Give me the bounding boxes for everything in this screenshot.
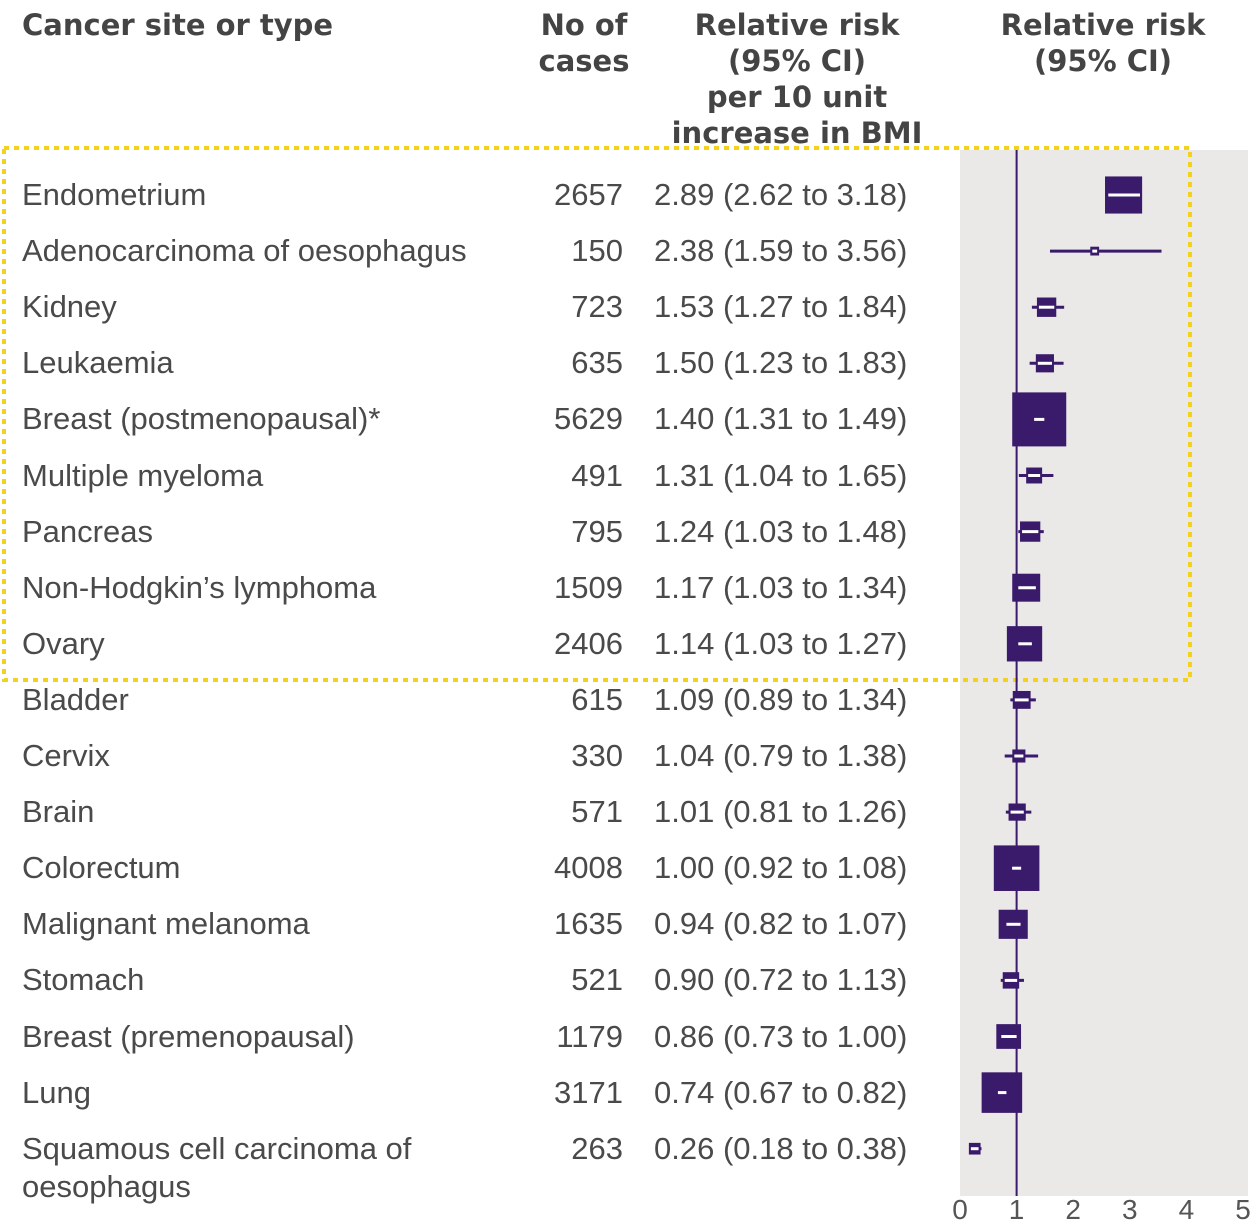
cases-label: 723	[571, 289, 623, 325]
value-label: 1.50 (1.23 to 1.83)	[654, 345, 908, 381]
value-label: 1.53 (1.27 to 1.84)	[654, 289, 908, 325]
category-label: Kidney	[22, 289, 117, 325]
cases-label: 615	[571, 681, 623, 717]
value-label: 1.24 (1.03 to 1.48)	[654, 513, 908, 549]
category-label: Multiple myeloma	[22, 457, 264, 493]
cases-label: 150	[571, 233, 623, 269]
value-label: 1.31 (1.04 to 1.65)	[654, 457, 908, 493]
cases-label: 491	[571, 457, 623, 493]
cases-label: 5629	[554, 401, 623, 437]
value-label: 2.38 (1.59 to 3.56)	[654, 233, 908, 269]
cases-label: 635	[571, 345, 623, 381]
cases-label: 795	[571, 513, 623, 549]
category-label: Pancreas	[22, 513, 153, 549]
category-label: Non-Hodgkin’s lymphoma	[22, 569, 377, 605]
category-label: Stomach	[22, 962, 145, 998]
column-header: No of	[540, 8, 628, 42]
value-label: 1.01 (0.81 to 1.26)	[654, 794, 908, 830]
x-tick-label: 1	[1008, 1194, 1025, 1225]
x-tick-label: 3	[1122, 1194, 1138, 1225]
cases-label: 4008	[554, 850, 623, 886]
value-label: 0.94 (0.82 to 1.07)	[654, 906, 908, 942]
value-label: 1.04 (0.79 to 1.38)	[654, 738, 908, 773]
category-label: Breast (premenopausal)	[22, 1018, 355, 1054]
column-header: (95% CI)	[727, 44, 867, 78]
cases-label: 2406	[554, 625, 623, 661]
cases-label: 521	[571, 962, 623, 998]
category-label: Cervix	[22, 738, 110, 773]
x-tick-label: 0	[952, 1194, 968, 1225]
plot-background	[960, 150, 1248, 1196]
cases-label: 571	[571, 794, 623, 830]
value-label: 1.09 (0.89 to 1.34)	[654, 681, 908, 717]
cases-label: 1635	[554, 906, 623, 942]
highlight-box	[2, 146, 1192, 682]
column-header: per 10 unit	[706, 80, 888, 114]
category-label: Squamous cell carcinoma of oesophagus	[22, 1130, 412, 1204]
x-tick-label: 5	[1235, 1194, 1251, 1225]
category-label: Colorectum	[22, 850, 181, 886]
cases-label: 330	[571, 738, 623, 773]
cases-label: 263	[571, 1130, 623, 1166]
category-label: Endometrium	[22, 177, 207, 212]
x-tick-label: 4	[1178, 1194, 1195, 1225]
value-label: 0.90 (0.72 to 1.13)	[654, 962, 908, 998]
cases-label: 2657	[554, 177, 623, 212]
category-label: Breast (postmenopausal)*	[22, 401, 381, 437]
category-label: Lung	[22, 1074, 91, 1110]
value-label: 1.40 (1.31 to 1.49)	[654, 401, 908, 437]
value-label: 1.00 (0.92 to 1.08)	[654, 850, 908, 886]
cases-label: 1509	[554, 569, 623, 605]
value-label: 1.14 (1.03 to 1.27)	[654, 625, 908, 661]
x-tick-label: 2	[1065, 1194, 1081, 1225]
category-label: Malignant melanoma	[22, 906, 310, 942]
category-label: Adenocarcinoma of oesophagus	[22, 233, 467, 269]
cases-label: 1179	[556, 1018, 623, 1054]
column-header: Relative risk	[1000, 8, 1206, 42]
category-label: Leukaemia	[22, 345, 174, 381]
cases-label: 3171	[554, 1074, 623, 1110]
value-label: 1.17 (1.03 to 1.34)	[654, 569, 908, 605]
column-header: (95% CI)	[1033, 44, 1173, 78]
column-header: Relative risk	[694, 8, 900, 42]
category-label: Bladder	[22, 681, 129, 717]
category-label: Ovary	[22, 625, 105, 661]
column-header: increase in BMI	[671, 116, 923, 150]
value-label: 0.74 (0.67 to 0.82)	[654, 1074, 908, 1110]
value-label: 2.89 (2.62 to 3.18)	[654, 177, 908, 212]
column-header: cases	[538, 44, 630, 78]
value-label: 0.86 (0.73 to 1.00)	[654, 1018, 908, 1054]
value-label: 0.26 (0.18 to 0.38)	[654, 1130, 908, 1166]
category-label: Brain	[22, 794, 95, 830]
column-header: Cancer site or type	[22, 8, 334, 42]
